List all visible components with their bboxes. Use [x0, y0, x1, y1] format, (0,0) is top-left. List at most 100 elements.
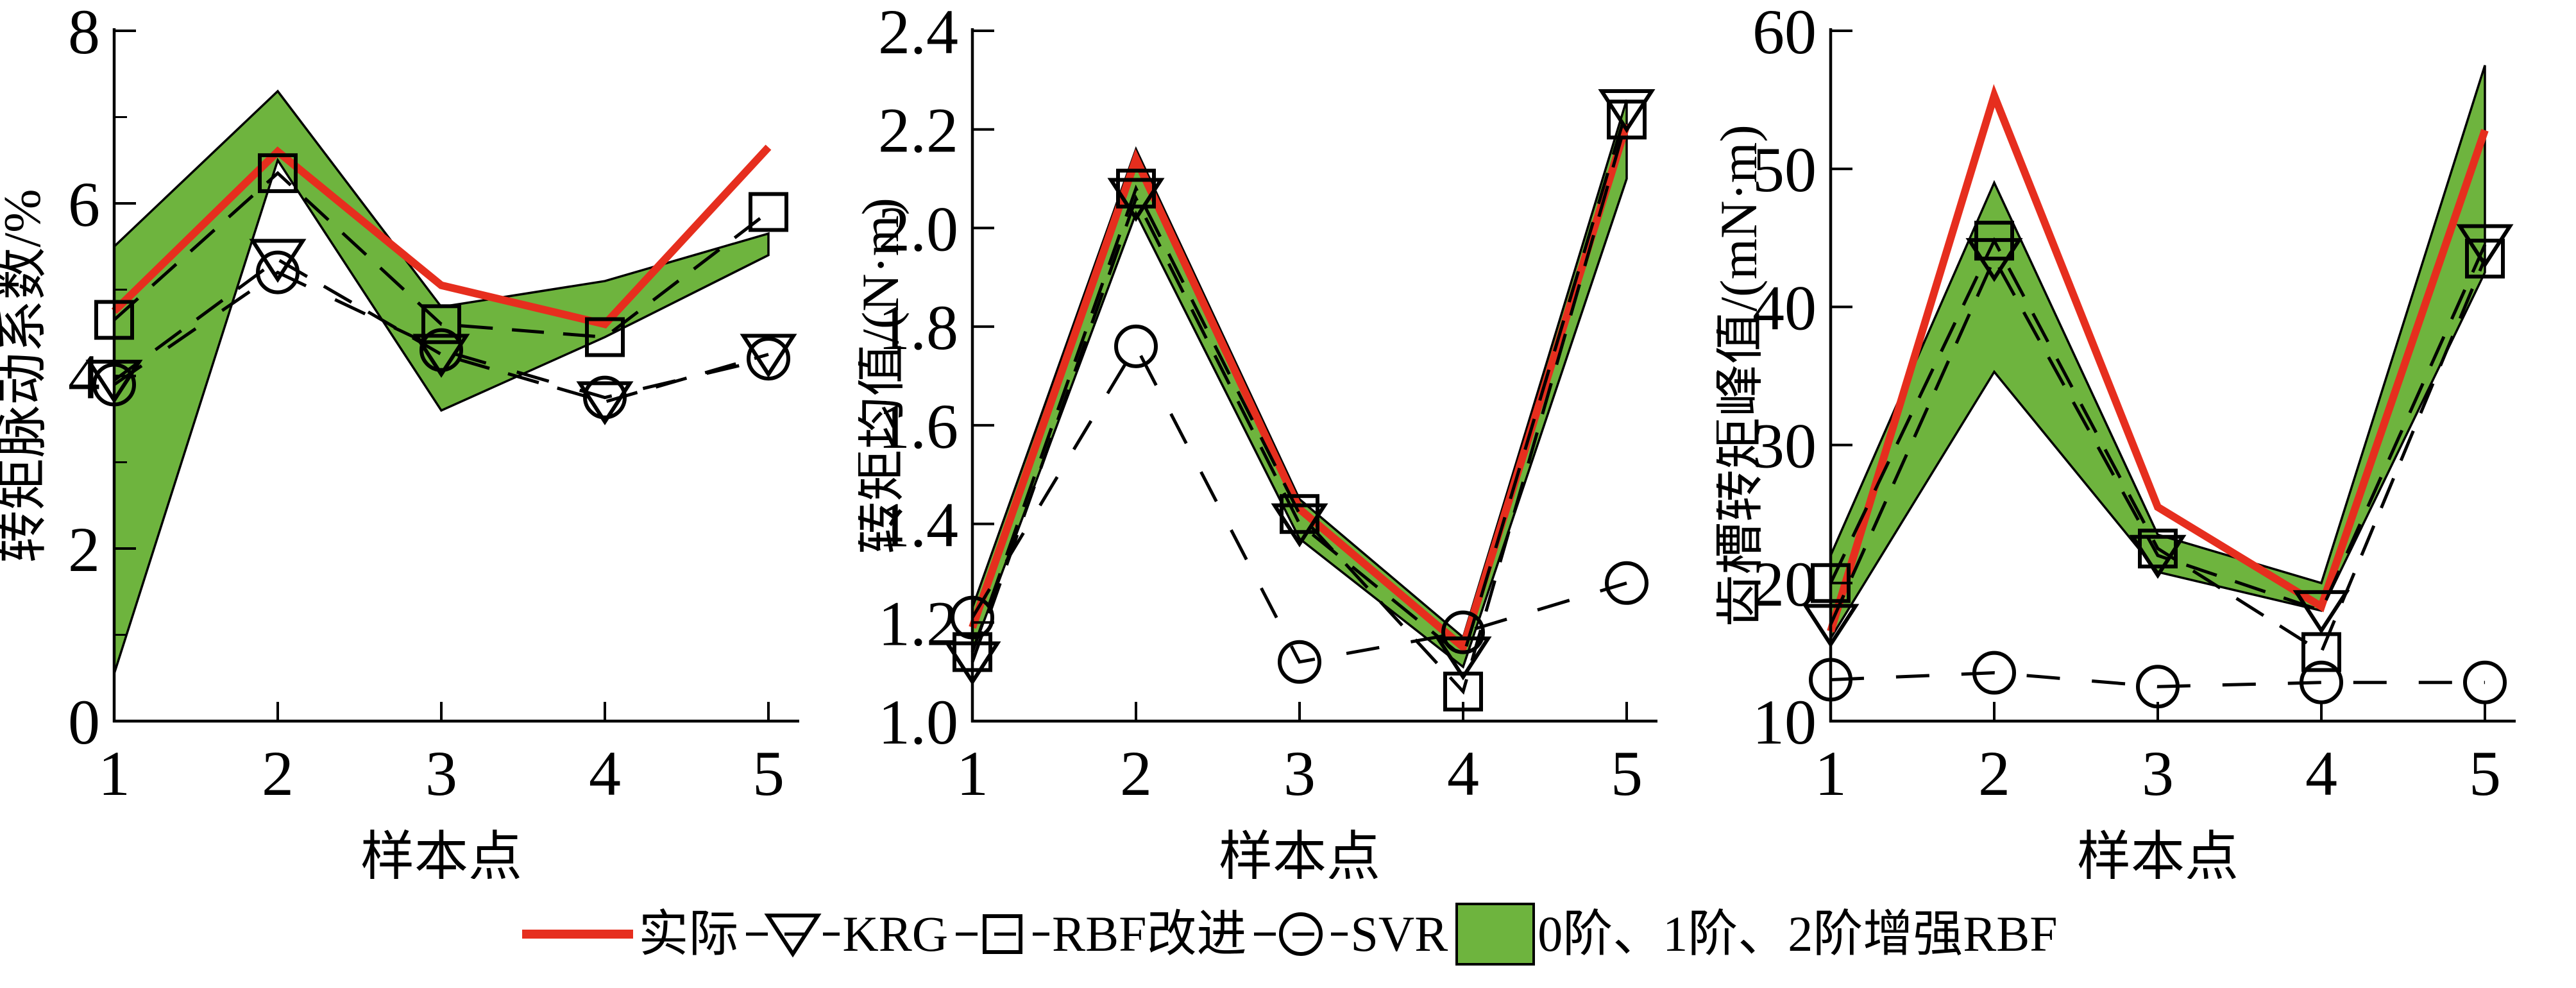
legend-item: 0阶、1阶、2阶增强RBF [1454, 899, 2058, 969]
x-tick-label: 1 [98, 738, 130, 809]
y-tick-label: 0 [68, 686, 100, 758]
y-tick-label: 40 [1752, 272, 1817, 343]
legend-actual-line-swatch [522, 930, 634, 939]
rbf-improved-p5-square-marker [749, 192, 788, 232]
rbf-improved-p4-square-marker [2301, 632, 2341, 672]
krg-p3-triangle-down-marker [1271, 503, 1328, 548]
y-axis-label: 转矩均值/(N·m) [858, 198, 910, 554]
x-tick-label: 3 [2142, 738, 2174, 809]
legend-label: 0阶、1阶、2阶增强RBF [1538, 906, 2058, 962]
legend-label: SVR [1350, 906, 1448, 962]
y-tick-label: 1.8 [878, 292, 958, 363]
svr-p5-circle-marker [747, 337, 790, 381]
legend-label: 实际 [638, 906, 739, 962]
x-tick-label: 2 [1978, 738, 2010, 809]
y-tick-label: 1.0 [878, 686, 958, 758]
svr-p3-circle-marker [1278, 640, 1321, 684]
band-area [113, 89, 770, 674]
chart-panels: 0 2 4 6 8 1 2 3 4 5 样本点 转矩脉动系数/% 1.0 1.2 1.4 1.6 1.8 2.0… [0, 0, 2575, 879]
legend-square-marker [983, 914, 1023, 954]
krg-p4-triangle-down-marker [1434, 636, 1492, 681]
krg-p5-triangle-down-marker [1598, 89, 1656, 133]
legend-circle-swatch [1254, 912, 1348, 956]
rbf-improved-line [113, 171, 770, 339]
y-tick-label: 2.2 [878, 95, 958, 166]
legend-circle-marker [1279, 912, 1323, 956]
svr-p2-circle-marker [1114, 324, 1158, 368]
krg-p3-triangle-down-marker [2129, 534, 2187, 579]
x-tick-label: 4 [589, 738, 621, 809]
legend-label: RBF改进 [1052, 906, 1247, 962]
x-tick-label: 1 [956, 738, 988, 809]
chart-panel-torque-ripple: 0 2 4 6 8 1 2 3 4 5 样本点 转矩脉动系数/% [0, 0, 858, 879]
rbf-improved-p5-square-marker [1607, 99, 1647, 140]
y-tick-label: 4 [68, 341, 100, 413]
y-tick-label: 2 [68, 514, 100, 585]
rbf-improved-p2-square-marker [258, 153, 298, 193]
krg-p5-triangle-down-marker [2456, 224, 2514, 269]
x-tick-label: 1 [1815, 738, 1847, 809]
krg-p5-triangle-down-marker [740, 334, 797, 378]
y-tick-label: 6 [68, 169, 100, 240]
legend-item: SVR [1253, 899, 1448, 969]
actual-line [111, 144, 772, 328]
x-tick-label: 2 [1120, 738, 1152, 809]
krg-p4-triangle-down-marker [576, 381, 634, 425]
x-tick-label: 5 [1611, 738, 1643, 809]
svr-line [1830, 671, 2485, 688]
x-tick-label: 2 [262, 738, 294, 809]
legend-band-swatch [1455, 903, 1536, 966]
legend-square-swatch [956, 914, 1050, 954]
y-tick-label: 20 [1752, 549, 1817, 620]
x-axis-label: 样本点 [360, 828, 522, 879]
chart-svg-torque-mean: 1.0 1.2 1.4 1.6 1.8 2.0 2.2 2.4 1 2 3 4 5 样本点 转矩均值/(N·… [858, 0, 1657, 879]
legend-item: KRG [745, 899, 948, 969]
krg-p2-triangle-down-marker [1107, 178, 1165, 222]
x-tick-label: 3 [425, 738, 457, 809]
rbf-improved-p5-square-marker [2465, 239, 2505, 279]
y-tick-label: 8 [68, 0, 100, 67]
y-tick-label: 10 [1752, 686, 1817, 758]
legend-triangle-down-marker [764, 914, 822, 958]
x-axis-label: 样本点 [1219, 828, 1380, 879]
y-axis-label: 转矩脉动系数/% [0, 189, 51, 563]
svr-p4-circle-marker [1441, 610, 1485, 654]
y-tick-label: 60 [1752, 0, 1817, 67]
band-sample [1455, 903, 1536, 966]
band-area [1829, 65, 2486, 643]
y-tick-label: 50 [1752, 134, 1817, 205]
legend-item: RBF改进 [954, 899, 1246, 969]
x-tick-label: 4 [1447, 738, 1479, 809]
rbf-improved-p3-square-marker [1280, 494, 1319, 534]
y-tick-label: 1.4 [878, 490, 958, 561]
y-tick-label: 2.0 [878, 193, 958, 264]
rbf-improved-p2-square-marker [1974, 221, 2014, 261]
svr-p3-circle-marker [419, 328, 463, 372]
rbf-improved-p3-square-marker [421, 304, 461, 345]
chart-svg-torque-ripple: 0 2 4 6 8 1 2 3 4 5 样本点 转矩脉动系数/% [0, 0, 799, 879]
rbf-improved-line [970, 119, 1629, 695]
actual-line [1827, 84, 2489, 633]
svr-p2-circle-marker [1972, 651, 2016, 695]
rbf-improved-line [1829, 237, 2487, 655]
legend-label: KRG [842, 906, 949, 962]
y-tick-label: 1.2 [878, 588, 958, 659]
krg-p3-triangle-down-marker [412, 334, 470, 378]
band-area [971, 99, 1628, 669]
x-tick-label: 3 [1284, 738, 1316, 809]
svr-p4-circle-marker [583, 375, 627, 420]
chart-panel-torque-mean: 1.0 1.2 1.4 1.6 1.8 2.0 2.2 2.4 1 2 3 4 5 样本点 转矩均值/(N·… [858, 0, 1716, 879]
chart-panel-cogging-torque: 10 20 30 40 50 60 1 2 3 4 5 样本点 齿槽转矩峰值/(mN·m) [1716, 0, 2575, 879]
svr-p5-circle-marker [1605, 561, 1648, 605]
rbf-improved-p3-square-marker [2138, 529, 2178, 568]
x-axis-label: 样本点 [2077, 828, 2239, 879]
y-tick-label: 1.6 [878, 391, 958, 462]
krg-line [1829, 244, 2487, 626]
y-tick-label: 2.4 [878, 0, 958, 67]
krg-p2-triangle-down-marker [249, 239, 307, 283]
x-tick-label: 4 [2305, 738, 2337, 809]
svr-line [113, 270, 769, 400]
x-tick-label: 5 [752, 738, 784, 809]
svr-line [970, 343, 1627, 664]
